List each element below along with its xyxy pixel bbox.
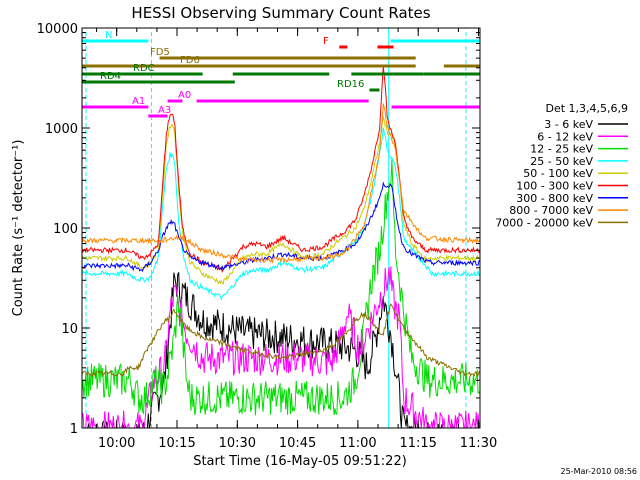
legend-label: 800 - 7000 keV	[509, 204, 593, 217]
series-line-7000-20000-kev	[81, 303, 481, 378]
series-line-100-300-kev	[81, 66, 481, 274]
series-line-12-25-kev	[81, 159, 481, 416]
flag-label-f: F	[323, 36, 329, 47]
y-tick-label: 10000	[37, 22, 78, 37]
legend-label: 12 - 25 keV	[530, 143, 593, 156]
flag-label-a0: A0	[178, 90, 191, 101]
legend-label: 50 - 100 keV	[523, 167, 593, 180]
y-tick-label: 1000	[45, 122, 78, 137]
chart-title: HESSI Observing Summary Count Rates	[131, 4, 430, 22]
flag-label-a1: A1	[132, 96, 145, 107]
series-line-50-100-kev	[81, 116, 481, 286]
x-axis-label: Start Time (16-May-05 09:51:22)	[193, 454, 407, 469]
y-tick-label: 100	[53, 222, 78, 237]
series-line-300-800-kev	[81, 181, 481, 273]
y-axis-label: Count Rate (s⁻¹ detector⁻¹)	[11, 140, 26, 317]
plot-area: N FD5 FD6 RDC RD4 RD16 A0 A1 A3 F	[81, 28, 481, 429]
plot-frame	[81, 27, 481, 429]
flag-label-a3: A3	[158, 105, 171, 116]
series-line-800-7000-kev	[81, 103, 481, 265]
y-axis: 1 10 100 1000 10000	[37, 22, 480, 437]
x-tick-label: 11:00	[339, 436, 376, 451]
y-tick-label: 1	[70, 422, 78, 437]
flag-label-fd6: FD6	[180, 55, 200, 66]
x-tick-label: 11:30	[460, 436, 497, 451]
timestamp: 25-Mar-2010 08:56	[561, 467, 638, 476]
legend-label: 25 - 50 keV	[530, 155, 593, 168]
legend-label: 7000 - 20000 keV	[495, 216, 593, 229]
legend-label: 300 - 800 keV	[516, 192, 593, 205]
flag-label-rdc: RDC	[133, 63, 155, 74]
flag-label-n: N	[105, 30, 112, 41]
legend-title: Det 1,3,4,5,6,9	[545, 102, 628, 115]
x-tick-label: 10:15	[158, 436, 195, 451]
flag-label-rd4: RD4	[100, 71, 121, 82]
flag-label-rd16: RD16	[337, 79, 364, 90]
legend-label: 6 - 12 keV	[537, 130, 593, 143]
x-axis: 10:00 10:15 10:30 10:45 11:00 11:15 11:30	[96, 28, 497, 451]
legend-label: 3 - 6 keV	[544, 118, 593, 131]
y-tick-label: 10	[61, 322, 78, 337]
x-tick-label: 11:15	[399, 436, 436, 451]
series-line-25-50-kev	[81, 127, 481, 301]
flag-label-fd5: FD5	[150, 47, 170, 58]
x-tick-label: 10:00	[98, 436, 135, 451]
legend-label: 100 - 300 keV	[516, 180, 593, 193]
x-tick-label: 10:30	[219, 436, 256, 451]
x-tick-label: 10:45	[279, 436, 316, 451]
